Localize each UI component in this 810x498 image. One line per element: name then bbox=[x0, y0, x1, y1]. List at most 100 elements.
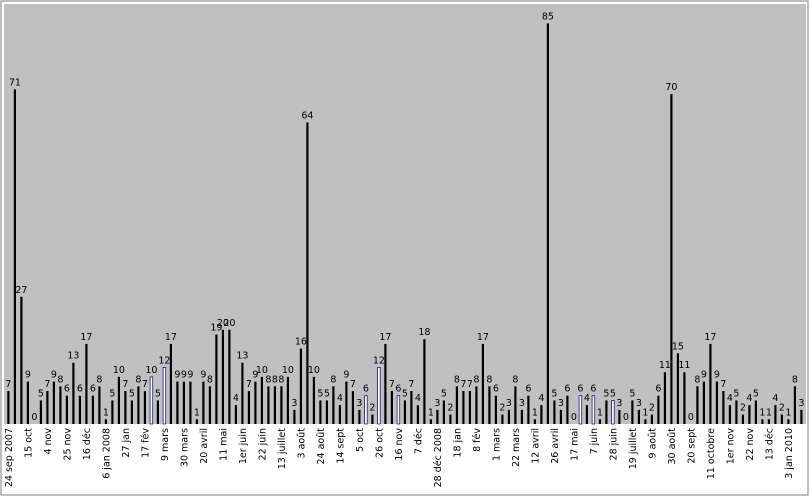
data-label: 12 bbox=[158, 355, 170, 366]
data-label: 7 bbox=[44, 379, 50, 390]
data-label: 5 bbox=[753, 388, 759, 399]
x-tick-label: 6 jan 2008 bbox=[101, 428, 112, 479]
bar bbox=[637, 409, 640, 424]
x-tick-label: 7 juin bbox=[589, 428, 600, 454]
bar bbox=[384, 343, 387, 424]
bar bbox=[611, 400, 615, 425]
bar bbox=[761, 419, 764, 424]
data-label: 13 bbox=[236, 351, 248, 362]
bar bbox=[293, 409, 296, 424]
bar bbox=[566, 395, 569, 424]
bar bbox=[683, 372, 686, 424]
data-label: 8 bbox=[135, 374, 141, 385]
data-label: 1 bbox=[103, 407, 109, 418]
bar bbox=[260, 376, 263, 424]
data-label: 6 bbox=[77, 384, 83, 395]
bar bbox=[234, 405, 237, 424]
bar bbox=[436, 409, 439, 424]
data-label: 11 bbox=[659, 360, 671, 371]
data-label: 20 bbox=[223, 318, 235, 329]
bar bbox=[13, 89, 16, 425]
data-label: 1 bbox=[194, 407, 200, 418]
data-label: 1 bbox=[532, 407, 538, 418]
bar bbox=[299, 348, 302, 424]
bar bbox=[319, 400, 322, 424]
data-label: 7 bbox=[389, 379, 395, 390]
bar bbox=[189, 381, 192, 424]
data-label: 5 bbox=[402, 388, 408, 399]
x-tick-label: 30 mars bbox=[179, 428, 190, 467]
data-label: 70 bbox=[665, 82, 677, 93]
data-label: 6 bbox=[525, 384, 531, 395]
bar bbox=[59, 386, 62, 424]
data-label: 6 bbox=[493, 384, 499, 395]
x-tick-label: 26 avril bbox=[550, 428, 561, 464]
bar bbox=[618, 409, 621, 424]
data-label: 5 bbox=[109, 388, 115, 399]
bar bbox=[553, 400, 556, 424]
bar bbox=[46, 391, 49, 424]
data-label: 8 bbox=[278, 374, 284, 385]
data-label: 7 bbox=[122, 379, 128, 390]
data-label: 5 bbox=[38, 388, 44, 399]
bar bbox=[800, 409, 803, 424]
bar bbox=[143, 391, 146, 424]
data-label: 8 bbox=[207, 374, 213, 385]
data-label: 3 bbox=[506, 398, 512, 409]
data-label: 2 bbox=[447, 403, 453, 414]
data-label: 6 bbox=[90, 384, 96, 395]
bar bbox=[306, 122, 309, 424]
x-tick-label: 9 mars bbox=[160, 428, 171, 461]
x-tick-label: 19 juillet bbox=[628, 428, 639, 470]
data-label: 3 bbox=[798, 398, 804, 409]
bar bbox=[494, 395, 497, 424]
data-label: 8 bbox=[512, 374, 518, 385]
data-label: 9 bbox=[174, 370, 180, 381]
data-label: 17 bbox=[704, 332, 716, 343]
bar bbox=[520, 409, 523, 424]
x-tick-label: 18 jan bbox=[452, 428, 463, 458]
data-label: 1 bbox=[642, 407, 648, 418]
data-label: 7 bbox=[5, 379, 11, 390]
data-label: 15 bbox=[672, 341, 684, 352]
data-label: 4 bbox=[415, 393, 421, 404]
bar bbox=[631, 400, 634, 424]
bar bbox=[546, 23, 549, 425]
bar bbox=[533, 419, 536, 424]
data-label: 10 bbox=[282, 365, 294, 376]
bar bbox=[371, 414, 374, 424]
x-tick-label: 28 juin bbox=[608, 428, 619, 460]
bar bbox=[52, 381, 55, 424]
bar bbox=[644, 419, 647, 424]
data-label: 8 bbox=[330, 374, 336, 385]
x-tick-label: 14 sept bbox=[335, 428, 346, 464]
data-label: 4 bbox=[584, 393, 590, 404]
x-tick-label: 12 avril bbox=[530, 428, 541, 464]
data-label: 17 bbox=[379, 332, 391, 343]
bar bbox=[715, 381, 718, 424]
data-label: 16 bbox=[295, 337, 307, 348]
data-label: 5 bbox=[733, 388, 739, 399]
x-tick-label: 26 oct bbox=[374, 428, 385, 458]
x-tick-label: 17 mai bbox=[569, 428, 580, 461]
bar bbox=[780, 414, 783, 424]
bar bbox=[7, 391, 10, 424]
data-label: 4 bbox=[233, 393, 239, 404]
bar bbox=[228, 329, 231, 424]
x-tick-label: 13 juillet bbox=[277, 428, 288, 470]
x-tick-label: 24 août bbox=[316, 428, 327, 465]
bar bbox=[793, 386, 796, 424]
bar bbox=[325, 400, 328, 424]
bar bbox=[514, 386, 517, 424]
data-label: 5 bbox=[629, 388, 635, 399]
data-label: 71 bbox=[9, 77, 21, 88]
data-label: 3 bbox=[291, 398, 297, 409]
data-label: 6 bbox=[363, 384, 369, 395]
bar bbox=[501, 414, 504, 424]
bar bbox=[20, 296, 23, 424]
data-label: 6 bbox=[564, 384, 570, 395]
bar bbox=[787, 419, 790, 424]
bar bbox=[117, 376, 120, 424]
x-tick-label: 22 mars bbox=[511, 428, 522, 467]
x-tick-label: 7 déc bbox=[413, 428, 424, 454]
